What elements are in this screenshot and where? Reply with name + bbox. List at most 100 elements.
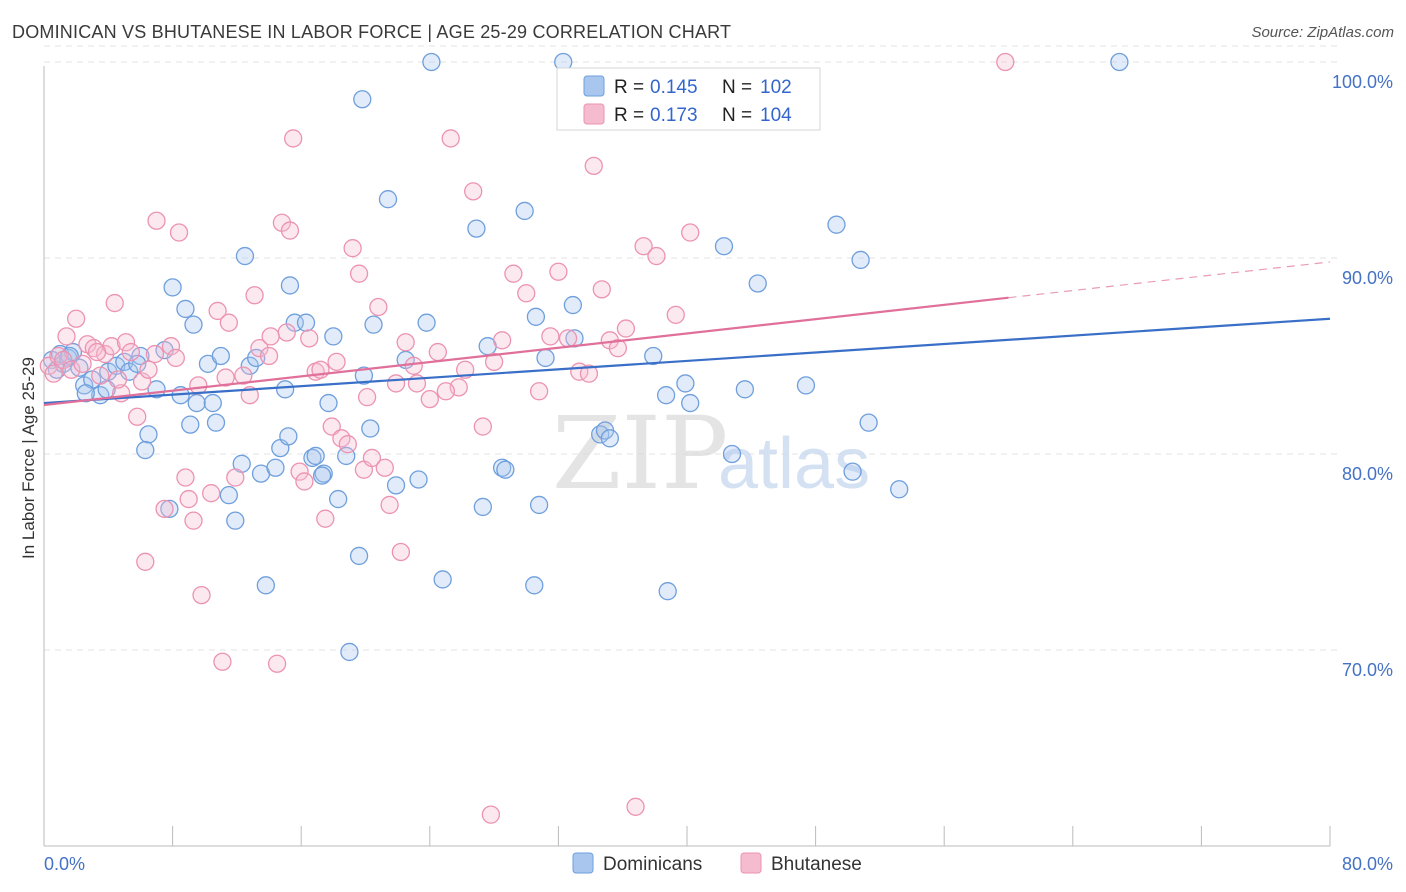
y-axis-label: In Labor Force | Age 25-29 — [19, 357, 38, 559]
data-point-bhutanese — [192, 585, 211, 605]
data-point-bhutanese — [290, 462, 309, 481]
data-point-dominicans — [722, 444, 742, 464]
data-point-dominicans — [859, 413, 878, 432]
x-tick-labels: 0.0% 80.0% — [44, 854, 1393, 874]
data-point-bhutanese — [179, 489, 198, 509]
data-point-bhutanese — [226, 468, 245, 487]
data-point-bhutanese — [280, 221, 300, 240]
data-point-bhutanese — [464, 182, 483, 201]
data-point-dominicans — [843, 462, 862, 481]
data-point-bhutanese — [456, 360, 475, 379]
data-point-bhutanese — [327, 352, 346, 372]
x-tick-label: 80.0% — [1342, 854, 1393, 874]
data-point-dominicans — [526, 307, 546, 326]
data-point-bhutanese — [44, 364, 63, 383]
data-point-bhutanese — [436, 382, 456, 401]
data-point-bhutanese — [441, 129, 460, 148]
data-point-bhutanese — [67, 309, 86, 328]
data-point-bhutanese — [145, 344, 165, 364]
data-point-dominicans — [525, 576, 544, 595]
data-point-dominicans — [417, 313, 436, 332]
data-point-dominicans — [467, 219, 486, 238]
data-point-bhutanese — [208, 301, 227, 321]
bottom-legend-label-bhutanese: Bhutanese — [771, 854, 862, 875]
data-point-dominicans — [206, 413, 226, 432]
data-point-bhutanese — [267, 654, 287, 673]
data-point-bhutanese — [259, 346, 279, 366]
legend-n-value-bhutanese: 104 — [760, 105, 792, 126]
data-point-dominicans — [324, 327, 343, 346]
data-point-dominicans — [184, 315, 203, 334]
data-point-dominicans — [851, 250, 870, 270]
watermark: ZIP atlas — [552, 395, 870, 512]
data-point-bhutanese — [343, 239, 362, 258]
y-tick-labels: 70.0% 80.0% 90.0% 100.0% — [1332, 72, 1393, 680]
data-point-bhutanese — [404, 356, 423, 375]
y-tick-label: 90.0% — [1342, 268, 1393, 288]
data-point-bhutanese — [202, 484, 221, 503]
data-point-bhutanese — [391, 542, 411, 562]
data-point-dominicans — [386, 476, 406, 495]
y-tick-label: 70.0% — [1342, 660, 1393, 680]
data-point-dominicans — [128, 354, 147, 373]
data-point-dominicans — [187, 393, 206, 413]
data-point-dominicans — [163, 278, 182, 297]
chart-title: DOMINICAN VS BHUTANESE IN LABOR FORCE | … — [12, 22, 732, 42]
data-point-bhutanese — [216, 368, 235, 387]
source-label: Source: ZipAtlas.com — [1251, 24, 1394, 41]
data-point-dominicans — [354, 366, 374, 385]
data-point-dominicans — [279, 427, 298, 446]
data-point-dominicans — [181, 415, 200, 434]
legend-r-value-bhutanese: 0.173 — [650, 105, 698, 126]
data-point-bhutanese — [161, 337, 181, 356]
data-point-bhutanese — [541, 327, 560, 346]
data-point-bhutanese — [616, 319, 636, 338]
data-point-bhutanese — [240, 386, 259, 405]
x-tick-label: 0.0% — [44, 854, 85, 874]
trend-line-bhutanese-extension — [1008, 261, 1331, 299]
data-points — [39, 52, 1129, 824]
data-point-dominicans — [340, 642, 359, 662]
data-point-dominicans — [306, 446, 325, 466]
data-point-bhutanese — [245, 286, 264, 305]
data-point-bhutanese — [504, 264, 523, 283]
legend-swatch-dominicans — [583, 75, 605, 97]
legend-n-label: N = — [722, 105, 752, 126]
data-point-dominicans — [515, 201, 534, 221]
data-point-bhutanese — [219, 313, 239, 332]
trend-line-dominicans — [43, 317, 1331, 405]
data-point-bhutanese — [295, 472, 314, 491]
data-point-dominicans — [329, 489, 348, 509]
data-point-dominicans — [409, 470, 428, 489]
data-point-bhutanese — [592, 280, 611, 299]
data-point-dominicans — [1110, 52, 1129, 72]
data-point-dominicans — [600, 429, 619, 448]
data-point-dominicans — [361, 419, 380, 438]
data-point-dominicans — [319, 393, 338, 413]
data-point-bhutanese — [184, 511, 203, 530]
data-point-bhutanese — [136, 552, 155, 571]
bottom-legend-label-dominicans: Dominicans — [603, 854, 702, 875]
data-point-dominicans — [256, 576, 275, 595]
legend-swatch-bhutanese — [583, 103, 605, 125]
data-point-bhutanese — [996, 52, 1015, 72]
data-point-bhutanese — [529, 382, 549, 401]
data-point-dominicans — [748, 274, 767, 293]
data-point-bhutanese — [484, 352, 504, 372]
legend: R = 0.145 N = 102 R = 0.173 N = 104 — [556, 67, 821, 131]
data-point-dominicans — [176, 299, 195, 319]
data-point-bhutanese — [277, 323, 296, 342]
data-point-dominicans — [658, 582, 677, 601]
data-point-bhutanese — [147, 211, 166, 230]
legend-r-value-dominicans: 0.145 — [650, 77, 698, 98]
data-point-dominicans — [492, 458, 512, 477]
data-point-bhutanese — [105, 293, 124, 313]
legend-r-label: R = — [614, 77, 644, 98]
data-point-dominicans — [364, 315, 383, 334]
data-point-dominicans — [656, 386, 676, 405]
data-point-bhutanese — [57, 327, 76, 346]
data-point-bhutanese — [396, 333, 415, 352]
data-point-bhutanese — [322, 417, 341, 436]
data-point-dominicans — [275, 380, 295, 399]
data-point-bhutanese — [558, 329, 578, 348]
